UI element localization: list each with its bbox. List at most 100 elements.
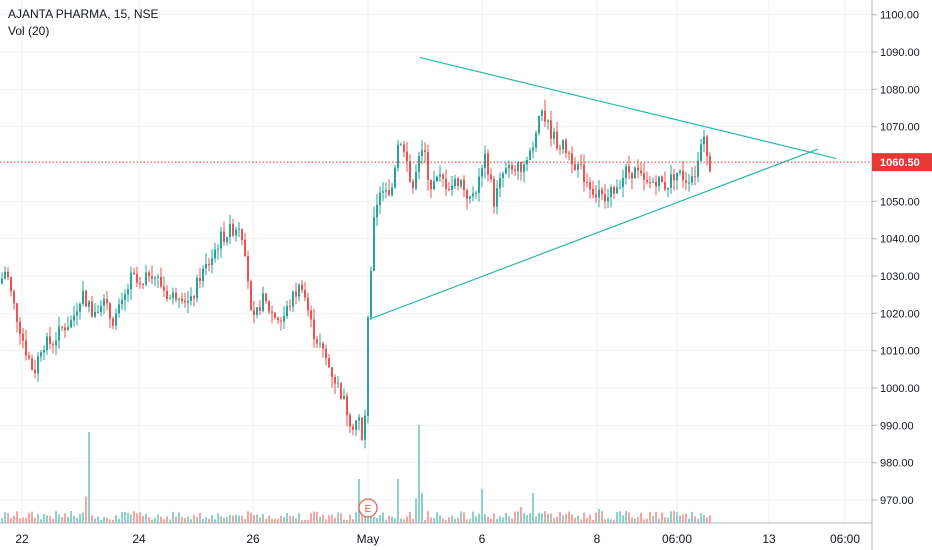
candle-body <box>652 181 654 183</box>
earnings-marker-label: E <box>365 504 372 515</box>
candle-body <box>289 306 291 308</box>
volume-bar <box>616 512 618 523</box>
volume-bar <box>619 511 621 523</box>
volume-bar <box>286 512 288 523</box>
volume-bar <box>271 519 273 523</box>
volume-bar <box>202 518 204 523</box>
volume-bar <box>322 514 324 523</box>
volume-indicator-label[interactable]: Vol (20) <box>8 24 50 38</box>
earnings-marker-icon <box>358 498 378 518</box>
volume-bar <box>100 519 102 523</box>
volume-bar <box>430 517 432 523</box>
candle-body <box>625 166 627 178</box>
candle-body <box>343 395 345 400</box>
volume-bar <box>334 517 336 523</box>
volume-bar <box>697 518 699 523</box>
candle-body <box>481 168 483 177</box>
volume-bar <box>445 519 447 523</box>
candle-body <box>568 152 570 154</box>
volume-bar <box>547 513 549 523</box>
volume-bar <box>76 517 78 523</box>
candle-body <box>424 150 426 152</box>
candle-body <box>310 310 312 320</box>
volume-bar <box>523 513 525 523</box>
volume-bar <box>22 517 24 523</box>
candle-body <box>466 190 468 199</box>
volume-bar <box>571 514 573 523</box>
candle-body <box>307 297 309 311</box>
volume-bar <box>319 516 321 523</box>
volume-bar <box>259 517 261 523</box>
volume-bar <box>295 518 297 523</box>
volume-bar <box>145 513 147 523</box>
candle-body <box>178 298 180 300</box>
candle-body <box>583 164 585 182</box>
candle-body <box>616 187 618 194</box>
symbol-title[interactable]: AJANTA PHARMA, 15, NSE <box>8 7 159 21</box>
chart-grid <box>0 0 872 523</box>
candle-body <box>700 144 702 162</box>
candle-body <box>154 277 156 279</box>
volume-bar <box>397 479 399 523</box>
candle-body <box>205 263 207 269</box>
candle-body <box>523 164 525 172</box>
candle-body <box>643 173 645 180</box>
x-tick-label: 8 <box>594 532 601 546</box>
candle-body <box>619 187 621 189</box>
volume-bar <box>58 514 60 523</box>
volume-bar <box>514 511 516 523</box>
volume-bar <box>256 514 258 523</box>
candle-body <box>313 319 315 339</box>
candle-body <box>130 272 132 290</box>
candle-body <box>586 181 588 183</box>
candle-body <box>139 282 141 284</box>
volume-bar <box>169 519 171 523</box>
volume-bar <box>658 518 660 523</box>
y-tick-label: 1080.00 <box>880 84 920 96</box>
candle-body <box>574 164 576 170</box>
volume-bar <box>538 512 540 523</box>
candle-body <box>499 178 501 189</box>
candle-body <box>361 417 363 440</box>
volume-bar <box>181 516 183 523</box>
volume-bar <box>4 512 6 523</box>
volume-bar <box>427 511 429 523</box>
volume-bar <box>469 518 471 523</box>
candle-body <box>34 369 36 374</box>
candle-body <box>181 298 183 301</box>
volume-bar <box>139 512 141 523</box>
volume-bar <box>685 513 687 523</box>
volume-bar <box>556 516 558 523</box>
volume-bar <box>160 516 162 523</box>
candle-body <box>208 263 210 266</box>
volume-bar <box>211 515 213 523</box>
volume-bar <box>244 519 246 523</box>
volume-bar <box>631 517 633 523</box>
volume-bar <box>661 512 663 523</box>
candle-body <box>676 172 678 181</box>
volume-bar <box>394 518 396 523</box>
candle-body <box>535 133 537 148</box>
volume-bar <box>376 518 378 523</box>
candle-body <box>61 326 63 328</box>
volume-bar <box>532 493 534 523</box>
volume-bar <box>124 512 126 523</box>
volume-bar <box>613 519 615 523</box>
candle-body <box>598 189 600 198</box>
volume-bar <box>505 512 507 523</box>
volume-bar <box>478 513 480 523</box>
trendlines[interactable] <box>0 57 872 320</box>
volume-bar <box>502 517 504 523</box>
candle-body <box>106 299 108 304</box>
candle-body <box>406 151 408 162</box>
volume-bar <box>97 516 99 523</box>
candle-body <box>610 186 612 198</box>
volume-bar <box>220 516 222 523</box>
candle-body <box>226 237 228 242</box>
volume-bar <box>484 514 486 523</box>
x-tick-label: 06:00 <box>662 532 692 546</box>
volume-bar <box>346 519 348 523</box>
candle-body <box>454 178 456 186</box>
volume-bar <box>199 512 201 523</box>
